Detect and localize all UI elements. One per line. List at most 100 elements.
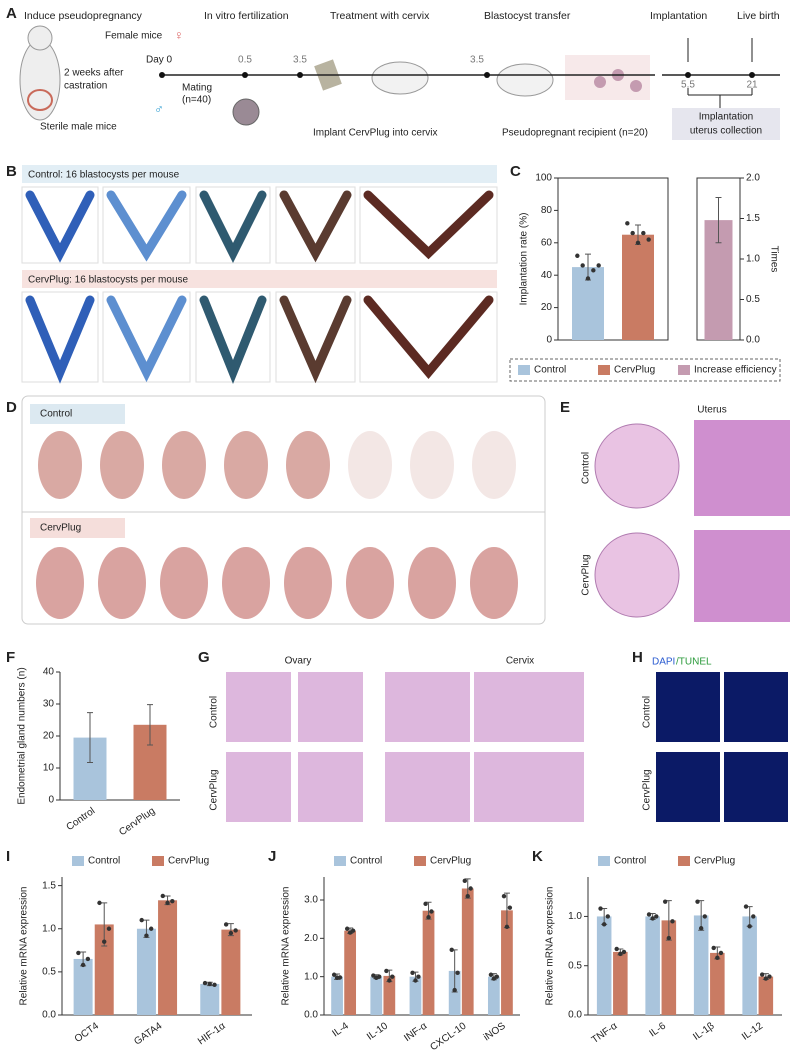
data-point — [106, 926, 112, 931]
row-header: Control — [209, 696, 220, 728]
data-point — [715, 955, 720, 961]
panel-letter: B — [6, 163, 17, 180]
y-tick-label: 40 — [541, 270, 553, 281]
data-point — [139, 917, 144, 923]
pup — [346, 547, 394, 619]
x-tick-label: HIF-1α — [196, 1020, 228, 1047]
panel-letter: I — [6, 848, 10, 865]
data-point — [585, 276, 591, 281]
legend-label: CervPlug — [168, 856, 209, 867]
bar — [710, 952, 725, 1015]
data-point — [646, 237, 651, 242]
y-tick-label: 1.5 — [42, 880, 56, 891]
y-tick-label: 0.0 — [746, 335, 760, 346]
histology-images — [226, 672, 584, 822]
y-tick-label: 40 — [43, 667, 55, 678]
label: castration — [64, 81, 107, 92]
data-point — [331, 972, 337, 977]
pup — [286, 431, 330, 499]
data-point — [601, 922, 607, 927]
timeline-dots — [159, 72, 755, 78]
data-point — [377, 974, 382, 979]
step-title: Induce pseudopregnancy — [24, 10, 143, 22]
pup — [224, 431, 268, 499]
legend-box — [509, 358, 781, 382]
bar — [409, 976, 422, 1015]
pup — [222, 547, 270, 619]
y-tick-label: 1.5 — [746, 213, 760, 224]
data-point — [488, 972, 494, 977]
legend-label: Control — [350, 856, 382, 867]
data-point — [507, 905, 513, 910]
bar — [158, 900, 178, 1015]
data-point — [575, 253, 580, 258]
data-point — [233, 928, 238, 933]
label: (n=40) — [182, 95, 211, 106]
uterus — [106, 190, 187, 262]
pup — [98, 547, 146, 619]
data-point — [144, 933, 149, 938]
data-point — [767, 974, 772, 979]
y-tick-label: 0 — [546, 335, 552, 346]
pup-images — [36, 431, 518, 619]
data-point — [452, 987, 457, 993]
y-tick-label: 1.0 — [42, 923, 56, 934]
step-title: Treatment with cervix — [330, 10, 430, 22]
column-header: Uterus — [697, 405, 726, 416]
legend-label: CervPlug — [430, 856, 471, 867]
symbol: ♂ — [154, 101, 164, 116]
panel-letter: F — [6, 649, 15, 666]
label: uterus collection — [690, 126, 762, 137]
y-tick-label: 0.0 — [42, 1010, 56, 1021]
legend-label: Control — [614, 856, 646, 867]
bar — [422, 910, 435, 1015]
y-tick-label: 1.0 — [568, 911, 582, 922]
bar — [461, 888, 474, 1015]
data-point — [344, 926, 350, 931]
data-point — [630, 230, 635, 236]
pup — [36, 547, 84, 619]
data-point — [212, 982, 217, 988]
y-axis-label: Endometrial gland numbers (n) — [17, 667, 28, 804]
data-point — [504, 924, 510, 930]
data-point — [468, 886, 473, 891]
panel-letter: E — [560, 399, 570, 416]
data-point — [711, 945, 716, 951]
y-tick-label: 0.0 — [304, 1010, 318, 1021]
legend-label: CervPlug — [694, 856, 735, 867]
data-point — [413, 978, 418, 983]
pup — [162, 431, 206, 499]
legend-swatch — [678, 365, 690, 375]
bar — [645, 916, 660, 1015]
data-point — [580, 263, 585, 268]
panel-letter: K — [532, 848, 543, 865]
uterus — [25, 190, 95, 263]
bar — [448, 970, 461, 1015]
x-tick-label: INF-α — [402, 1020, 429, 1044]
error-bar — [87, 712, 93, 764]
label: 2 weeks after — [64, 68, 124, 79]
data-point — [596, 263, 601, 268]
legend-swatch — [518, 365, 530, 375]
significance-label: ** — [421, 0, 429, 6]
uterus — [363, 295, 494, 379]
y-tick-label: 60 — [541, 237, 553, 248]
data-point — [426, 915, 431, 920]
data-point — [410, 970, 415, 976]
uterus — [199, 295, 267, 385]
data-point — [751, 914, 756, 919]
row-header: Control — [642, 696, 653, 728]
data-point — [618, 951, 623, 957]
legend-swatch — [678, 856, 690, 866]
data-point — [165, 900, 170, 906]
bar — [596, 916, 612, 1015]
row-header: Control — [40, 409, 72, 420]
data-point — [429, 909, 434, 914]
panel-letter: A — [6, 5, 17, 22]
x-tick-label: IL-12 — [740, 1020, 765, 1042]
bar — [613, 951, 628, 1015]
y-tick-label: 80 — [541, 205, 553, 216]
uterus-images — [21, 186, 498, 385]
x-tick-label: TNF-α — [590, 1020, 620, 1046]
